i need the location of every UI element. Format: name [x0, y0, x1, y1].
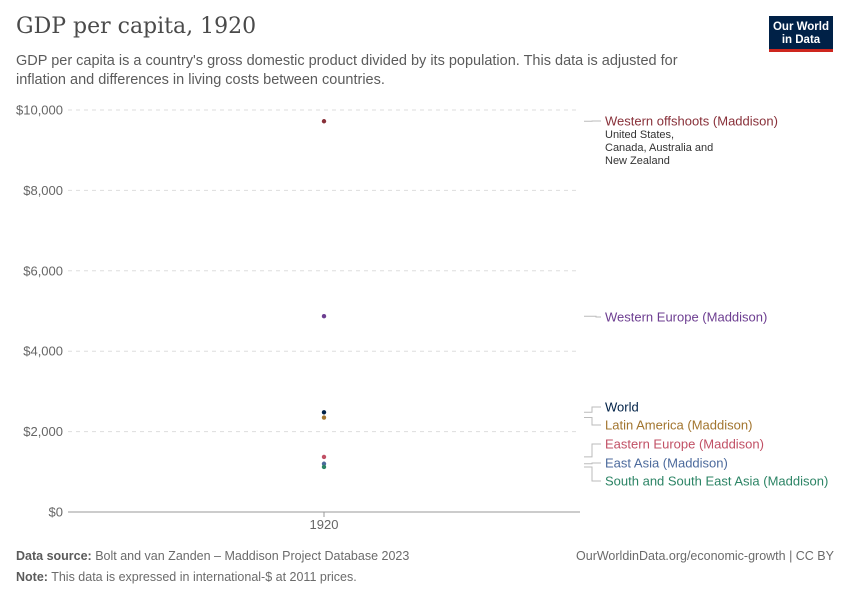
series-label[interactable]: Eastern Europe (Maddison) — [605, 437, 764, 452]
leader-line — [584, 315, 601, 318]
data-point[interactable] — [321, 454, 327, 460]
chart-title: GDP per capita, 1920 — [16, 14, 257, 39]
data-source-text: Bolt and van Zanden – Maddison Project D… — [95, 549, 410, 563]
y-tick-label: $8,000 — [23, 183, 63, 198]
y-tick-label: $10,000 — [16, 103, 63, 118]
chart-note: Note: This data is expressed in internat… — [16, 570, 357, 584]
y-tick-label: $2,000 — [23, 424, 63, 439]
y-tick-label: $6,000 — [23, 263, 63, 278]
series-label[interactable]: East Asia (Maddison) — [605, 456, 728, 471]
series-label[interactable]: Western Europe (Maddison) — [605, 310, 767, 325]
series-note-line: Canada, Australia and — [605, 142, 713, 154]
note-text: This data is expressed in international-… — [51, 570, 357, 584]
logo-line-1: Our World — [772, 21, 829, 33]
data-point[interactable] — [321, 410, 327, 415]
data-source: Data source: Bolt and van Zanden – Maddi… — [16, 549, 409, 563]
y-tick-label: $4,000 — [23, 344, 63, 359]
note-label: Note: — [16, 570, 48, 584]
x-tick-label: 1920 — [310, 517, 339, 532]
series-label[interactable]: World — [605, 400, 639, 415]
owid-logo[interactable]: Our World in Data — [769, 16, 833, 52]
leader-line — [584, 466, 601, 482]
leader-line — [584, 462, 601, 465]
series-note: United States, Canada, Australia and New Z… — [605, 129, 713, 167]
series-label[interactable]: South and South East Asia (Maddison) — [605, 474, 828, 489]
source-link[interactable]: OurWorldinData.org/economic-growth | CC … — [576, 549, 834, 563]
chart-area: $0 $2,000 $4,000 $6,000 $8,000 $10,000 1920 Wes… — [16, 103, 828, 533]
data-point[interactable] — [321, 119, 327, 124]
series-label[interactable]: Western offshoots (Maddison) — [605, 114, 778, 129]
data-point[interactable] — [321, 461, 327, 466]
data-source-label: Data source: — [16, 549, 92, 563]
data-point[interactable] — [321, 314, 327, 319]
logo-line-2: in Data — [781, 33, 821, 46]
data-point[interactable] — [321, 464, 327, 470]
leader-line — [584, 417, 601, 426]
chart-subtitle: GDP per capita is a country's gross dome… — [16, 53, 678, 88]
series-note-line: New Zealand — [605, 155, 670, 167]
series-label[interactable]: Latin America (Maddison) — [605, 418, 752, 433]
leader-line — [584, 406, 601, 413]
series-note-line: United States, — [605, 129, 674, 141]
data-point[interactable] — [321, 415, 327, 420]
leader-line — [584, 443, 601, 458]
y-tick-label: $0 — [49, 505, 63, 520]
